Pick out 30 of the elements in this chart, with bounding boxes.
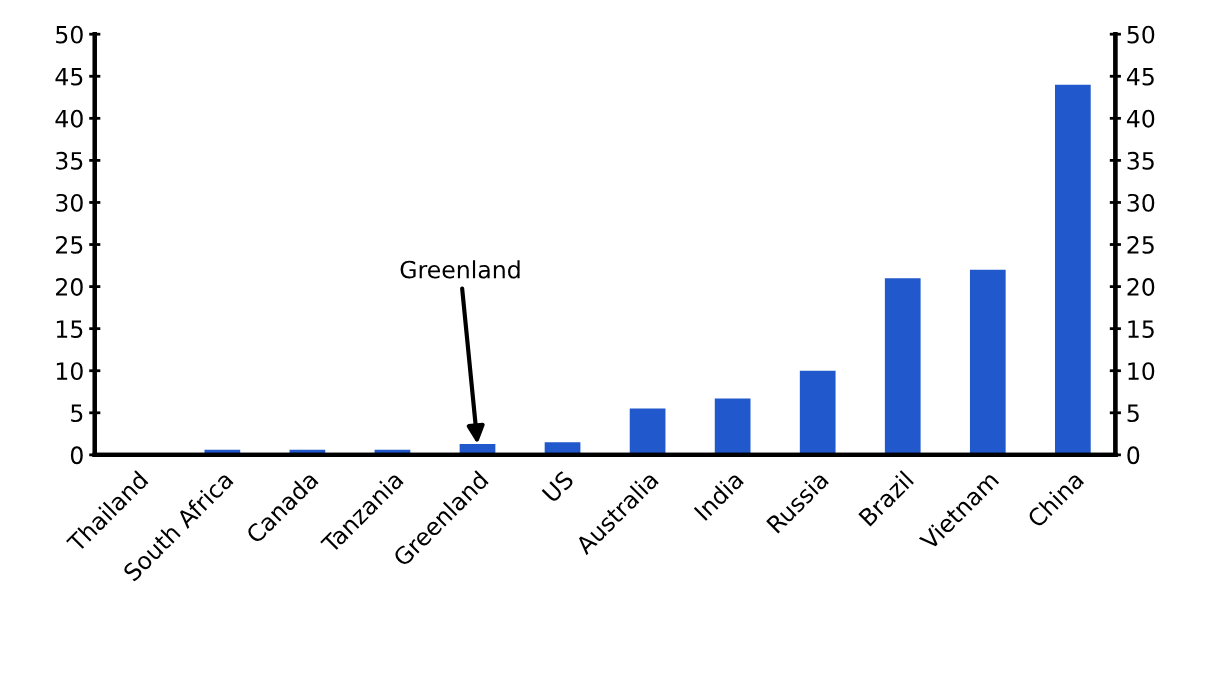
bar bbox=[1054, 84, 1091, 455]
y-tick-label: 10 bbox=[56, 362, 83, 381]
y-tick-label: 35 bbox=[56, 151, 83, 170]
y2-tick-label: 20 bbox=[1127, 278, 1155, 296]
y2-tick-label: 35 bbox=[1127, 151, 1154, 170]
annotation: Greenland bbox=[400, 260, 520, 279]
y-tick-label: 15 bbox=[56, 320, 83, 338]
y2-tick-label: 50 bbox=[1127, 25, 1155, 44]
y-tick-label: 20 bbox=[56, 278, 83, 296]
bar bbox=[799, 370, 836, 455]
bar bbox=[884, 278, 921, 455]
y2-tick-label: 45 bbox=[1126, 68, 1154, 86]
y-tick-label: 5 bbox=[71, 404, 83, 423]
y2-tick-label: 0 bbox=[1127, 446, 1140, 465]
y2-tick-label: 15 bbox=[1128, 320, 1154, 338]
y2-tick-label: 5 bbox=[1127, 404, 1139, 423]
y2-tick-label: 40 bbox=[1126, 109, 1155, 128]
y2-tick-label: 30 bbox=[1127, 193, 1155, 212]
bar bbox=[714, 398, 751, 455]
y-tick-label: 0 bbox=[70, 446, 83, 465]
y-tick-label: 45 bbox=[55, 68, 83, 86]
y-tick-label: 40 bbox=[55, 109, 83, 128]
x-tick-label: US bbox=[541, 469, 575, 504]
y-tick-label: 25 bbox=[56, 235, 83, 254]
bar bbox=[969, 269, 1006, 455]
y2-tick-label: 25 bbox=[1127, 235, 1154, 254]
y2-tick-label: 10 bbox=[1128, 362, 1155, 381]
bar bbox=[629, 408, 666, 455]
y-tick-label: 30 bbox=[56, 193, 83, 212]
y-tick-label: 50 bbox=[56, 25, 83, 44]
